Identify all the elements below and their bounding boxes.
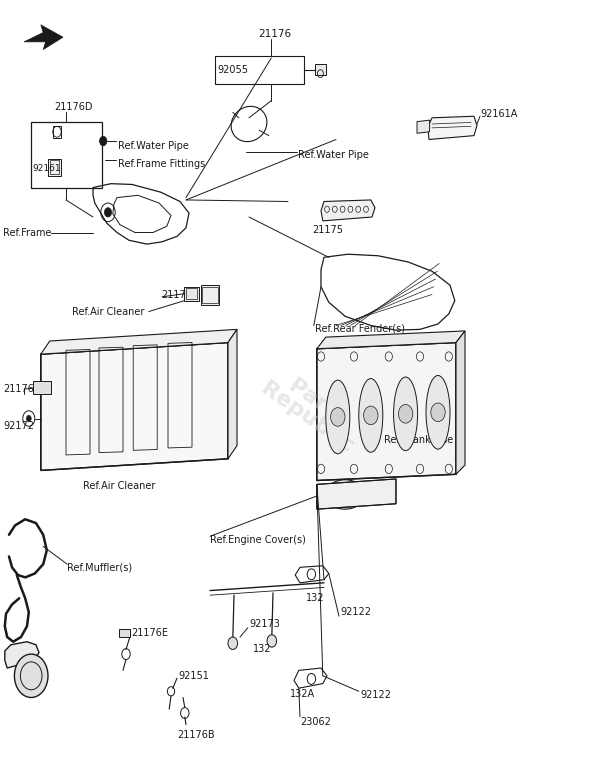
Text: 132A: 132A [290, 689, 315, 698]
Text: Ref.Water Pipe: Ref.Water Pipe [298, 150, 369, 160]
Bar [315, 64, 326, 75]
Polygon shape [41, 343, 228, 470]
Text: 21176B: 21176B [177, 730, 215, 739]
Circle shape [398, 405, 413, 423]
Text: 92151: 92151 [178, 671, 209, 680]
Text: Ref.Rear Fender(s): Ref.Rear Fender(s) [315, 324, 405, 333]
Polygon shape [317, 479, 396, 509]
Bar [202, 287, 218, 303]
Circle shape [267, 635, 277, 647]
Text: 132: 132 [306, 594, 325, 603]
Polygon shape [24, 25, 63, 50]
Text: 21176E: 21176E [131, 629, 168, 638]
Text: 21176C: 21176C [161, 290, 199, 299]
Text: Ref.Engine Cover(s): Ref.Engine Cover(s) [210, 536, 306, 545]
Circle shape [228, 637, 238, 649]
Polygon shape [228, 329, 237, 459]
Text: Ref.Water Pipe: Ref.Water Pipe [118, 141, 188, 150]
Ellipse shape [326, 380, 350, 453]
Polygon shape [41, 329, 237, 354]
Circle shape [331, 408, 345, 426]
Ellipse shape [394, 377, 418, 450]
Text: 21176: 21176 [258, 29, 291, 39]
Polygon shape [48, 159, 61, 176]
Text: 21175: 21175 [312, 226, 343, 235]
Polygon shape [5, 642, 39, 668]
Polygon shape [321, 200, 375, 221]
Circle shape [14, 654, 48, 698]
Circle shape [100, 136, 107, 146]
Polygon shape [417, 120, 430, 133]
Bar [215, 56, 304, 84]
Polygon shape [317, 331, 465, 349]
Bar [31, 122, 102, 188]
Circle shape [26, 415, 31, 422]
Ellipse shape [359, 378, 383, 452]
Text: 21176D: 21176D [54, 102, 92, 112]
Text: 92161A: 92161A [480, 109, 517, 119]
Text: Ref.Air Cleaner: Ref.Air Cleaner [83, 481, 155, 491]
Text: 23062: 23062 [300, 718, 331, 727]
Text: 92173: 92173 [249, 619, 280, 629]
Text: Ref.Muffler(s): Ref.Muffler(s) [67, 563, 133, 572]
Polygon shape [428, 116, 477, 140]
Text: Ref.Frame Fittings: Ref.Frame Fittings [118, 160, 205, 169]
Text: 132: 132 [253, 645, 272, 654]
Bar [184, 287, 199, 301]
Ellipse shape [426, 375, 450, 449]
Text: 92122: 92122 [360, 691, 391, 700]
Bar [119, 629, 130, 637]
Text: 92161: 92161 [32, 164, 61, 173]
Text: 92122: 92122 [341, 608, 372, 617]
Circle shape [104, 208, 112, 217]
Ellipse shape [325, 480, 365, 509]
Text: Ref.Frame: Ref.Frame [3, 229, 52, 238]
Bar [186, 288, 197, 299]
Text: 92055: 92055 [217, 65, 248, 74]
Text: 92172: 92172 [3, 422, 34, 431]
Bar [33, 381, 51, 394]
Text: 21176A: 21176A [3, 384, 41, 394]
Circle shape [364, 406, 378, 425]
Bar [201, 285, 219, 305]
Polygon shape [456, 331, 465, 474]
Text: Ref.Crankcase: Ref.Crankcase [384, 436, 453, 445]
Text: Parts
Republic: Parts Republic [257, 364, 367, 457]
Text: Ref.Air Cleaner: Ref.Air Cleaner [71, 307, 144, 316]
Polygon shape [317, 343, 456, 480]
Circle shape [431, 403, 445, 422]
